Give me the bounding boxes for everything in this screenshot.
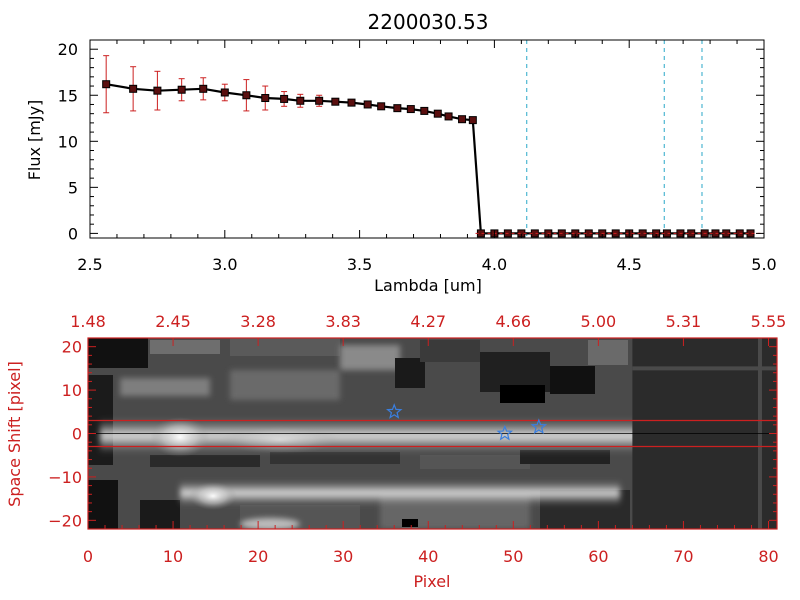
y-tick-label: 5 [68,178,78,197]
wavelength-tick-label: 2.45 [155,312,191,331]
wavelength-tick-label: 5.00 [581,312,617,331]
x-tick-label: 4.5 [616,255,641,274]
x-axis-label: Lambda [um] [374,276,482,295]
flux-point [296,96,305,105]
y-axis-label: Flux [mJy] [25,100,44,181]
x-tick-label: 4.0 [482,255,507,274]
flux-point [153,86,162,95]
flux-point [347,98,356,107]
wavelength-tick-label: 5.55 [751,312,787,331]
x-tick-label: 70 [673,547,693,566]
flux-point [406,105,415,114]
flux-point [220,88,229,97]
x-tick-label: 60 [588,547,608,566]
y-tick-label: 10 [58,132,78,151]
x-tick-label: 40 [418,547,438,566]
flux-point [458,115,467,124]
flux-point [129,84,138,93]
flux-point [177,85,186,94]
wavelength-tick-label: 4.66 [495,312,531,331]
flux-point [261,94,270,103]
flux-point [468,116,477,125]
y-tick-label: 0 [68,224,78,243]
spectral-image [88,338,777,529]
star-marker [496,424,514,441]
aperture-lines [88,419,777,448]
star-marker [530,418,548,435]
x-tick-label: 80 [758,547,778,566]
flux-point [420,106,429,115]
x-tick-label: 30 [333,547,353,566]
flux-point [444,112,453,121]
y-tick-label: −10 [48,468,82,487]
star-marker [385,403,403,419]
pixel-axis-label: Pixel [413,572,450,591]
y-tick-label: 20 [62,338,82,357]
y-tick-label: 10 [62,381,82,400]
wavelength-tick-label: 4.27 [410,312,446,331]
flux-point [315,96,324,105]
x-tick-label: 3.5 [347,255,372,274]
flux-point [199,84,208,93]
spectral-image-panel: 0 10 20 30 40 50 60 70 80 −20 −10 0 10 20 1.48 2.45 3.… [5,312,786,591]
x-tick-label: 20 [248,547,268,566]
flux-point [280,94,289,103]
x-tick-label: 10 [163,547,183,566]
y-tick-label: 20 [58,40,78,59]
x-tick-label: 5.0 [751,255,776,274]
y-tick-label: 0 [72,425,82,444]
flux-point [242,91,251,100]
space-shift-axis-label: Space Shift [pixel] [5,361,24,507]
wavelength-tick-label: 3.83 [325,312,361,331]
y-tick-label: 15 [58,86,78,105]
x-tick-label: 0 [83,547,93,566]
wavelength-tick-label: 3.28 [240,312,276,331]
x-tick-label: 2.5 [77,255,102,274]
bottom-y-ticks: −20 −10 0 10 20 [48,338,777,530]
vertical-marker-lines [526,40,703,238]
chart-title: 2200030.53 [368,10,489,34]
flux-point [433,109,442,118]
flux-point [331,97,340,106]
top-y-ticks: 0 5 10 15 20 [58,40,764,243]
y-tick-label: −20 [48,511,82,530]
top-plot-frame [89,39,765,239]
flux-point [393,104,402,113]
wavelength-tick-label: 5.31 [666,312,702,331]
flux-line [106,83,751,235]
x-tick-label: 3.0 [212,255,237,274]
flux-point [363,100,372,109]
source-markers [385,403,548,441]
flux-point [102,80,111,89]
flux-points [102,80,755,238]
x-tick-label: 50 [503,547,523,566]
flux-point [377,102,386,111]
bottom-wavelength-ticks: 1.48 2.45 3.28 3.83 4.27 4.66 5.00 5.31 5.55 [70,312,786,346]
spectrum-panel: 2200030.53 2.5 3.0 3.5 4.0 4.5 5.0 0 5 10 15 20 L… [25,10,777,295]
bottom-x-ticks: 0 10 20 30 40 50 60 70 80 [83,521,779,566]
wavelength-tick-label: 1.48 [70,312,106,331]
top-x-ticks: 2.5 3.0 3.5 4.0 4.5 5.0 [77,40,777,274]
